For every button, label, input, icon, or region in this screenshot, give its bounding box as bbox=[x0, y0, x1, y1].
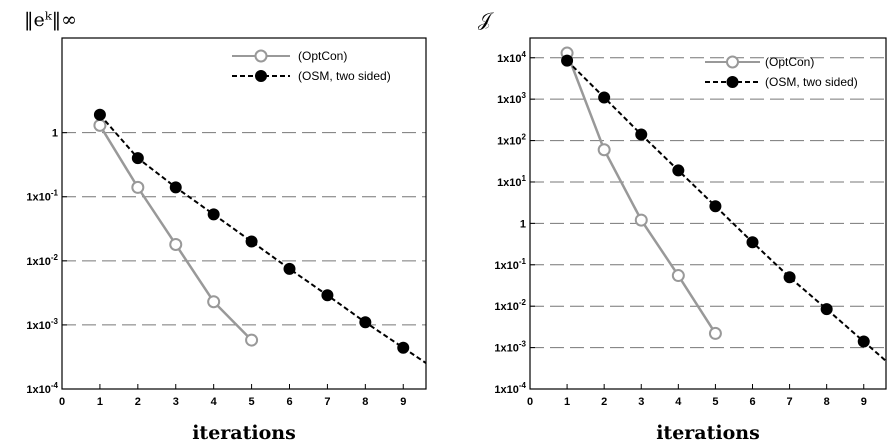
chart-2: 1x104 1x103 1x102 1x101 1 1x10-1 1x10-2 1x10-3 1… bbox=[478, 9, 887, 444]
y-tick-label: 1x10-4 bbox=[494, 381, 526, 396]
y-tick-label: 1 bbox=[520, 218, 526, 230]
legend-label: (OptCon) bbox=[765, 55, 814, 69]
y-tick-label: 1x101 bbox=[497, 174, 526, 189]
x-tick-label: 4 bbox=[675, 396, 682, 408]
data-point bbox=[671, 269, 685, 283]
data-point bbox=[597, 143, 611, 157]
plot-area bbox=[560, 46, 886, 362]
x-tick-label: 6 bbox=[749, 396, 755, 408]
data-point bbox=[245, 235, 258, 248]
x-tick-label: 2 bbox=[601, 396, 607, 408]
data-point bbox=[598, 91, 611, 104]
data-point bbox=[93, 118, 107, 132]
y-tick-label: 1x102 bbox=[497, 133, 526, 148]
x-tick-label: 2 bbox=[135, 396, 141, 408]
data-point bbox=[359, 316, 372, 329]
x-tick-label: 4 bbox=[211, 396, 218, 408]
x-tick-label: 8 bbox=[824, 396, 830, 408]
x-tick-label: 7 bbox=[324, 396, 330, 408]
x-tick-label: 6 bbox=[286, 396, 292, 408]
x-tick-label: 1 bbox=[564, 396, 570, 408]
x-tick-label: 3 bbox=[173, 396, 179, 408]
y-axis-label: ‖eᵏ‖∞ bbox=[24, 9, 77, 31]
y-tick-label: 1x103 bbox=[497, 91, 526, 106]
legend: (OptCon) (OSM, two sided) bbox=[705, 55, 858, 89]
y-axis-label: 𝒥 bbox=[478, 9, 494, 31]
data-point bbox=[635, 128, 648, 141]
legend-label: (OSM, two sided) bbox=[298, 69, 391, 83]
x-tick-label: 7 bbox=[787, 396, 793, 408]
x-tick-label: 8 bbox=[362, 396, 368, 408]
data-point bbox=[783, 271, 796, 284]
data-point bbox=[207, 208, 220, 221]
data-point bbox=[561, 54, 574, 67]
chart-1: 1 1x10-1 1x10-2 1x10-3 1x10-40 1 2 3 4 5 6 7 8 9 itera… bbox=[24, 9, 427, 444]
series-line-2 bbox=[99, 114, 426, 364]
series-line-1 bbox=[98, 124, 253, 341]
legend-marker bbox=[254, 49, 268, 63]
x-axis-label: iterations bbox=[656, 422, 760, 444]
data-point bbox=[169, 237, 183, 251]
data-point bbox=[131, 152, 144, 165]
y-tick-label: 1 bbox=[52, 128, 58, 140]
data-point bbox=[672, 164, 685, 177]
data-point bbox=[820, 303, 833, 316]
data-point bbox=[709, 200, 722, 213]
x-tick-label: 1 bbox=[97, 396, 103, 408]
y-tick-label: 1x10-1 bbox=[494, 257, 526, 272]
x-tick-label: 0 bbox=[527, 396, 533, 408]
data-point bbox=[131, 180, 145, 194]
x-tick-label: 9 bbox=[400, 396, 406, 408]
legend-marker bbox=[726, 55, 739, 69]
legend: (OptCon) (OSM, two sided) bbox=[232, 49, 391, 83]
data-point bbox=[857, 335, 870, 348]
y-tick-label: 1x10-3 bbox=[494, 340, 526, 355]
legend-marker bbox=[726, 76, 739, 88]
legend-label: (OSM, two sided) bbox=[765, 75, 858, 89]
x-tick-label: 5 bbox=[712, 396, 718, 408]
x-tick-label: 9 bbox=[861, 396, 867, 408]
y-tick-label: 1x10-1 bbox=[26, 189, 58, 204]
y-tick-label: 1x10-2 bbox=[494, 298, 526, 313]
data-point bbox=[397, 341, 410, 354]
data-point bbox=[321, 289, 334, 302]
plot-frame bbox=[529, 37, 887, 390]
data-point bbox=[746, 236, 759, 249]
y-tick-label: 1x10-3 bbox=[26, 317, 58, 332]
legend-marker bbox=[255, 70, 267, 82]
y-tick-label: 1x104 bbox=[497, 50, 526, 65]
series-line-2 bbox=[566, 59, 886, 362]
data-point bbox=[93, 108, 106, 121]
legend-label: (OptCon) bbox=[298, 49, 347, 63]
data-point bbox=[634, 213, 648, 227]
data-point bbox=[169, 181, 182, 194]
x-tick-label: 3 bbox=[638, 396, 644, 408]
x-tick-label: 0 bbox=[59, 396, 65, 408]
data-point bbox=[245, 333, 259, 347]
y-tick-label: 1x10-2 bbox=[26, 253, 58, 268]
y-tick-label: 1x10-4 bbox=[26, 381, 58, 396]
x-tick-label: 5 bbox=[249, 396, 255, 408]
data-point bbox=[207, 295, 221, 309]
x-axis-label: iterations bbox=[192, 422, 296, 444]
data-point bbox=[283, 262, 296, 275]
plot-frame bbox=[61, 37, 427, 390]
data-point bbox=[708, 326, 722, 340]
series-line-1 bbox=[565, 52, 717, 335]
plot-area bbox=[93, 108, 426, 364]
